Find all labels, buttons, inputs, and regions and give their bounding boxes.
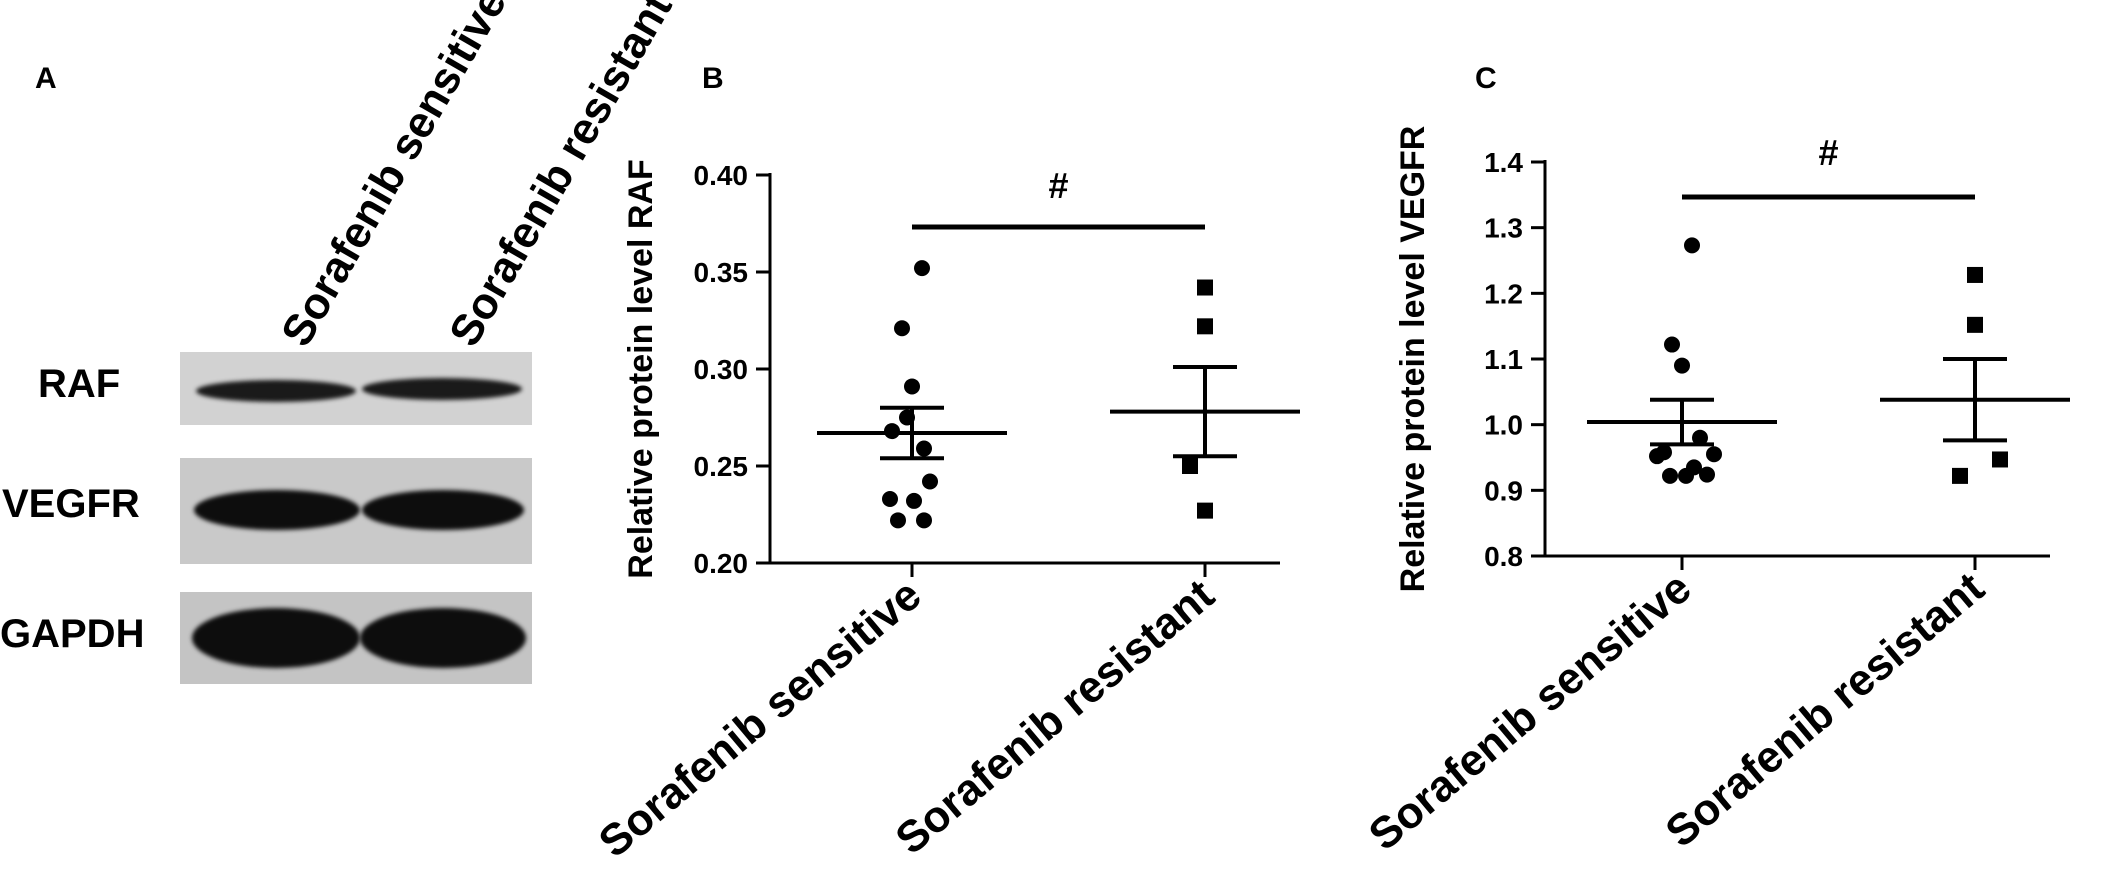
chart-c-point-sensitive: [1664, 336, 1680, 353]
chart-c-point-sensitive: [1678, 467, 1694, 484]
chart-c-point-sensitive: [1706, 446, 1722, 463]
blot-strip-gapdh: [180, 592, 532, 684]
blot-row-label-raf: RAF: [38, 362, 121, 406]
chart-c-significance-label: #: [1818, 132, 1838, 173]
chart-c-point-sensitive: [1684, 237, 1700, 254]
chart-c-y-tick-label: 1.3: [1484, 213, 1523, 244]
chart-b-y-axis-label: Relative protein level RAF: [622, 159, 660, 578]
chart-c-y-tick-label: 1.0: [1484, 410, 1523, 441]
chart-b-point-sensitive: [914, 260, 930, 277]
blot-band-raf-sensitive: [196, 380, 356, 402]
chart-c-y-tick-label: 0.8: [1484, 541, 1523, 572]
chart-c-y-axis-label: Relative protein level VEGFR: [1394, 126, 1432, 593]
panel-letter-b: B: [702, 62, 724, 95]
chart-b-significance-label: #: [1048, 165, 1068, 206]
chart-b-point-sensitive: [922, 473, 938, 490]
chart-b-point-sensitive: [916, 512, 932, 529]
chart-b-point-sensitive: [890, 512, 906, 529]
blot-band-gapdh-resistant: [360, 608, 526, 668]
chart-c-point-sensitive: [1699, 466, 1715, 483]
chart-b-point-resistant: [1197, 502, 1213, 519]
chart-c-point-resistant: [1967, 266, 1983, 283]
blot-row-label-vegfr: VEGFR: [2, 482, 140, 526]
chart-b-point-resistant: [1197, 279, 1213, 296]
chart-c-category-label: Sorafenib sensitive: [1360, 563, 1701, 860]
blot-strip-raf: [180, 352, 532, 425]
chart-c-point-sensitive: [1674, 357, 1690, 374]
chart-b-point-sensitive: [906, 492, 922, 509]
blot-band-raf-resistant: [362, 378, 522, 400]
chart-c-point-sensitive: [1649, 448, 1665, 465]
chart-b-point-sensitive: [916, 440, 932, 457]
blot-band-vegfr-sensitive: [194, 490, 360, 530]
chart-c-y-tick-label: 1.2: [1484, 278, 1523, 309]
blot-band-gapdh-sensitive: [192, 608, 360, 668]
chart-b-point-resistant: [1197, 318, 1213, 335]
blot-band-vegfr-resistant: [362, 490, 524, 530]
chart-c-point-sensitive: [1692, 429, 1708, 446]
chart-c-point-resistant: [1952, 467, 1968, 484]
chart-c-point-resistant: [1992, 451, 2008, 468]
panel-letter-c: C: [1475, 62, 1497, 95]
chart-b-point-resistant: [1182, 458, 1198, 474]
chart-b-y-tick-label: 0.40: [694, 160, 749, 191]
chart-c-y-tick-label: 0.9: [1484, 475, 1523, 506]
chart-b-y-tick-label: 0.30: [694, 354, 749, 385]
chart-b-point-sensitive: [882, 490, 898, 507]
chart-c-y-tick-label: 1.4: [1484, 147, 1523, 178]
blot-row-label-gapdh: GAPDH: [0, 612, 145, 656]
chart-b-point-sensitive: [894, 320, 910, 337]
chart-b-point-sensitive: [904, 378, 920, 395]
blot-strip-vegfr: [180, 458, 532, 564]
chart-c-category-label: Sorafenib resistant: [1657, 563, 1994, 857]
chart-b-y-tick-label: 0.25: [694, 451, 749, 482]
chart-c-point-resistant: [1967, 316, 1983, 333]
chart-b-y-tick-label: 0.20: [694, 548, 749, 579]
chart-c-point-sensitive: [1662, 467, 1678, 484]
chart-c-y-tick-label: 1.1: [1484, 344, 1523, 375]
chart-b-y-tick-label: 0.35: [694, 257, 749, 288]
panel-letter-a: A: [35, 62, 57, 95]
